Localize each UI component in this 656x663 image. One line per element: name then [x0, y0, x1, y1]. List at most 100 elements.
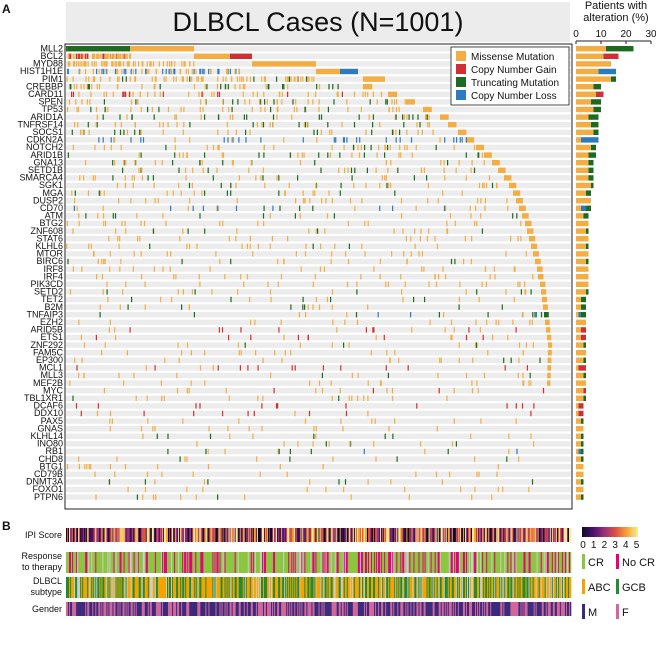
track-cell [432, 602, 434, 616]
matrix-cell [125, 76, 127, 82]
matrix-cell [94, 175, 96, 181]
track-cell [388, 552, 390, 573]
matrix-cell [264, 76, 267, 82]
matrix-cell [289, 152, 291, 158]
matrix-cell [173, 68, 175, 75]
track-cell [315, 602, 317, 616]
track-cell [74, 602, 76, 616]
legend-box [450, 46, 570, 106]
track-cell [439, 552, 442, 573]
gene-label: MGA [42, 188, 63, 198]
track-cell [373, 528, 375, 542]
track-cell [429, 528, 431, 542]
matrix-cell [534, 312, 536, 318]
matrix-cell [101, 274, 103, 280]
track-cell [332, 602, 334, 616]
track-cell [175, 602, 177, 616]
matrix-cell [117, 53, 119, 59]
gene-label: HIST1H1E [20, 66, 63, 76]
track-cell [505, 577, 507, 598]
track-cell [118, 602, 120, 616]
track-cell [488, 602, 490, 616]
track-cell [365, 602, 368, 616]
matrix-cell [209, 433, 212, 439]
matrix-cell [522, 350, 524, 356]
track-cell [94, 528, 96, 542]
matrix-cell [277, 281, 279, 287]
matrix-cell [240, 350, 242, 356]
track-cell [300, 528, 302, 542]
track-cell [208, 577, 210, 598]
track-cell [410, 552, 412, 573]
matrix-cell [141, 274, 143, 280]
matrix-cell [544, 312, 549, 318]
oncoprint-matrix [66, 46, 571, 500]
matrix-cell [312, 99, 314, 105]
track-cell [280, 577, 282, 598]
matrix-cell [424, 448, 426, 455]
matrix-cell [119, 304, 121, 310]
matrix-cell [406, 129, 408, 135]
track-cell [549, 577, 552, 598]
bar-segment [576, 494, 581, 500]
track-cell [443, 528, 446, 542]
track-cell [69, 602, 71, 616]
matrix-cell [309, 380, 311, 386]
track-cell [467, 602, 470, 616]
track-cell [132, 577, 134, 598]
track-cell [103, 528, 105, 542]
matrix-cell [481, 281, 483, 287]
matrix-cell [246, 76, 248, 82]
track-cell [490, 602, 492, 616]
matrix-cell [261, 403, 263, 409]
matrix-cell [144, 304, 146, 310]
matrix-cell [106, 53, 108, 59]
matrix-cell [394, 114, 396, 120]
matrix-cell [180, 190, 182, 196]
matrix-cell [252, 251, 254, 257]
matrix-cell [217, 68, 219, 75]
track-cell [179, 528, 181, 542]
bar-segment [576, 433, 581, 439]
matrix-cell [138, 167, 140, 173]
track-cell [319, 552, 321, 573]
track-cell [508, 528, 510, 542]
matrix-cell [384, 152, 386, 158]
matrix-cell [120, 61, 122, 67]
track-cell [161, 552, 164, 573]
matrix-cell [312, 281, 314, 287]
row-background [66, 220, 571, 227]
matrix-cell [112, 61, 114, 67]
track-cell [537, 528, 539, 542]
track-cell [392, 602, 394, 616]
track-cell [511, 602, 513, 616]
track-cell [269, 552, 271, 573]
matrix-cell [477, 152, 479, 158]
row-background [66, 144, 571, 151]
matrix-cell [222, 76, 224, 82]
track-cell [481, 602, 483, 616]
track-cell [165, 602, 168, 616]
track-cell [174, 577, 176, 598]
matrix-cell [161, 471, 163, 477]
gene-label: SPEN [38, 97, 63, 107]
track-cell [522, 602, 524, 616]
track-cell [518, 528, 520, 542]
matrix-cell [134, 61, 136, 67]
matrix-cell [472, 357, 474, 363]
matrix-cell [492, 160, 500, 166]
matrix-cell [107, 106, 109, 113]
track-cell [536, 552, 538, 573]
track-cell [371, 602, 373, 616]
track-cell [225, 602, 227, 616]
track-cell [233, 602, 235, 616]
track-cell [346, 528, 349, 542]
track-cell [163, 552, 166, 573]
matrix-cell [102, 114, 104, 120]
track-cell [416, 552, 418, 573]
matrix-cell [132, 61, 134, 67]
gene-label: BCL2 [40, 51, 63, 61]
matrix-cell [261, 76, 263, 82]
track-cell [156, 602, 159, 616]
bar-segment [576, 304, 581, 310]
